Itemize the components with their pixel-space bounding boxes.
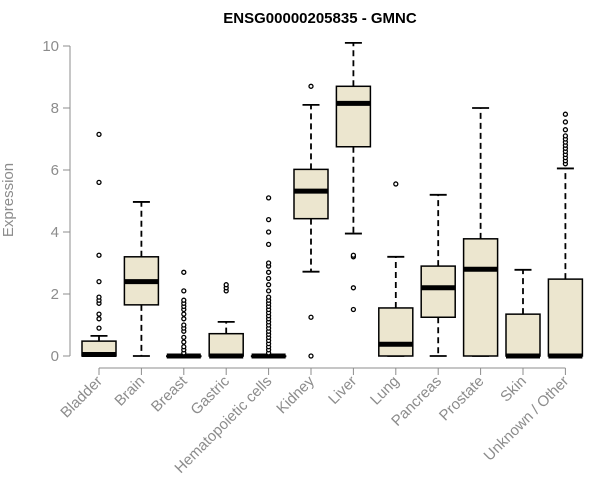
box-group bbox=[378, 181, 414, 357]
outlier-point bbox=[96, 252, 102, 258]
outlier-point bbox=[265, 216, 272, 223]
box-group bbox=[166, 269, 202, 359]
iqr-box bbox=[335, 85, 372, 148]
y-axis-label: Expression bbox=[0, 163, 17, 237]
outlier-point bbox=[96, 131, 102, 138]
x-tick-label: Liver bbox=[325, 373, 360, 408]
outlier-point bbox=[265, 229, 272, 235]
outlier-point bbox=[96, 316, 102, 322]
box-group bbox=[462, 107, 499, 357]
outlier-point bbox=[350, 252, 357, 258]
x-tick-label: Bladder bbox=[57, 373, 106, 422]
outlier-point bbox=[350, 285, 357, 291]
box-group bbox=[420, 193, 456, 357]
outlier-point bbox=[181, 297, 187, 303]
outlier-point bbox=[308, 353, 314, 359]
box-group bbox=[81, 131, 117, 357]
outlier-point bbox=[181, 288, 187, 294]
y-tick-label: 2 bbox=[51, 286, 59, 303]
outlier-point bbox=[181, 344, 187, 350]
outlier-point bbox=[265, 275, 272, 282]
iqr-box bbox=[547, 278, 584, 357]
outlier-point bbox=[265, 294, 272, 300]
outlier-point bbox=[308, 314, 314, 320]
outlier-point bbox=[96, 325, 102, 331]
iqr-box bbox=[420, 265, 456, 319]
outlier-point bbox=[562, 133, 569, 139]
outlier-point bbox=[181, 322, 187, 328]
box-series bbox=[81, 42, 584, 359]
y-axis: 0 2 4 6 8 10 bbox=[42, 38, 71, 365]
x-tick-label: Kidney bbox=[273, 372, 318, 417]
box-group bbox=[123, 201, 160, 357]
outlier-point bbox=[96, 311, 102, 317]
outlier-point bbox=[562, 127, 569, 133]
outlier-point bbox=[181, 311, 187, 317]
outlier-point bbox=[181, 339, 187, 345]
outlier-point bbox=[96, 294, 102, 300]
iqr-box bbox=[293, 168, 329, 220]
box-group bbox=[293, 83, 329, 359]
outlier-point bbox=[265, 260, 272, 266]
outlier-point bbox=[181, 269, 187, 275]
outlier-point bbox=[265, 195, 272, 201]
iqr-box bbox=[378, 307, 414, 357]
outlier-point bbox=[265, 241, 272, 248]
outlier-point bbox=[265, 282, 272, 288]
x-tick-label: Lung bbox=[367, 373, 403, 409]
outlier-point bbox=[181, 316, 187, 322]
box-group bbox=[250, 195, 287, 359]
box-group bbox=[208, 282, 244, 359]
y-tick-label: 10 bbox=[42, 38, 59, 55]
box-group bbox=[547, 111, 584, 359]
iqr-box bbox=[208, 332, 244, 357]
outlier-point bbox=[393, 181, 399, 187]
y-tick-label: 6 bbox=[51, 162, 59, 179]
outlier-point bbox=[223, 282, 229, 288]
chart-title: ENSG00000205835 - GMNC bbox=[223, 10, 417, 27]
outlier-point bbox=[96, 179, 102, 186]
outlier-point bbox=[181, 334, 187, 341]
box-group bbox=[505, 268, 541, 359]
outlier-point bbox=[265, 269, 272, 275]
x-tick-label: Skin bbox=[497, 373, 530, 406]
y-tick-label: 8 bbox=[51, 100, 59, 117]
outlier-point bbox=[562, 111, 569, 117]
outlier-point bbox=[308, 83, 314, 89]
iqr-box bbox=[505, 313, 541, 357]
y-tick-label: 0 bbox=[51, 348, 59, 365]
x-tick-label: Breast bbox=[148, 372, 191, 415]
y-tick-label: 4 bbox=[51, 224, 59, 241]
outlier-point bbox=[96, 278, 102, 285]
outlier-point bbox=[265, 288, 272, 294]
x-tick-label: Prostate bbox=[436, 373, 488, 425]
box-group bbox=[335, 42, 372, 313]
outlier-point bbox=[350, 306, 357, 313]
iqr-box bbox=[462, 238, 499, 357]
x-tick-label: Brain bbox=[111, 373, 148, 410]
outlier-point bbox=[562, 119, 569, 125]
